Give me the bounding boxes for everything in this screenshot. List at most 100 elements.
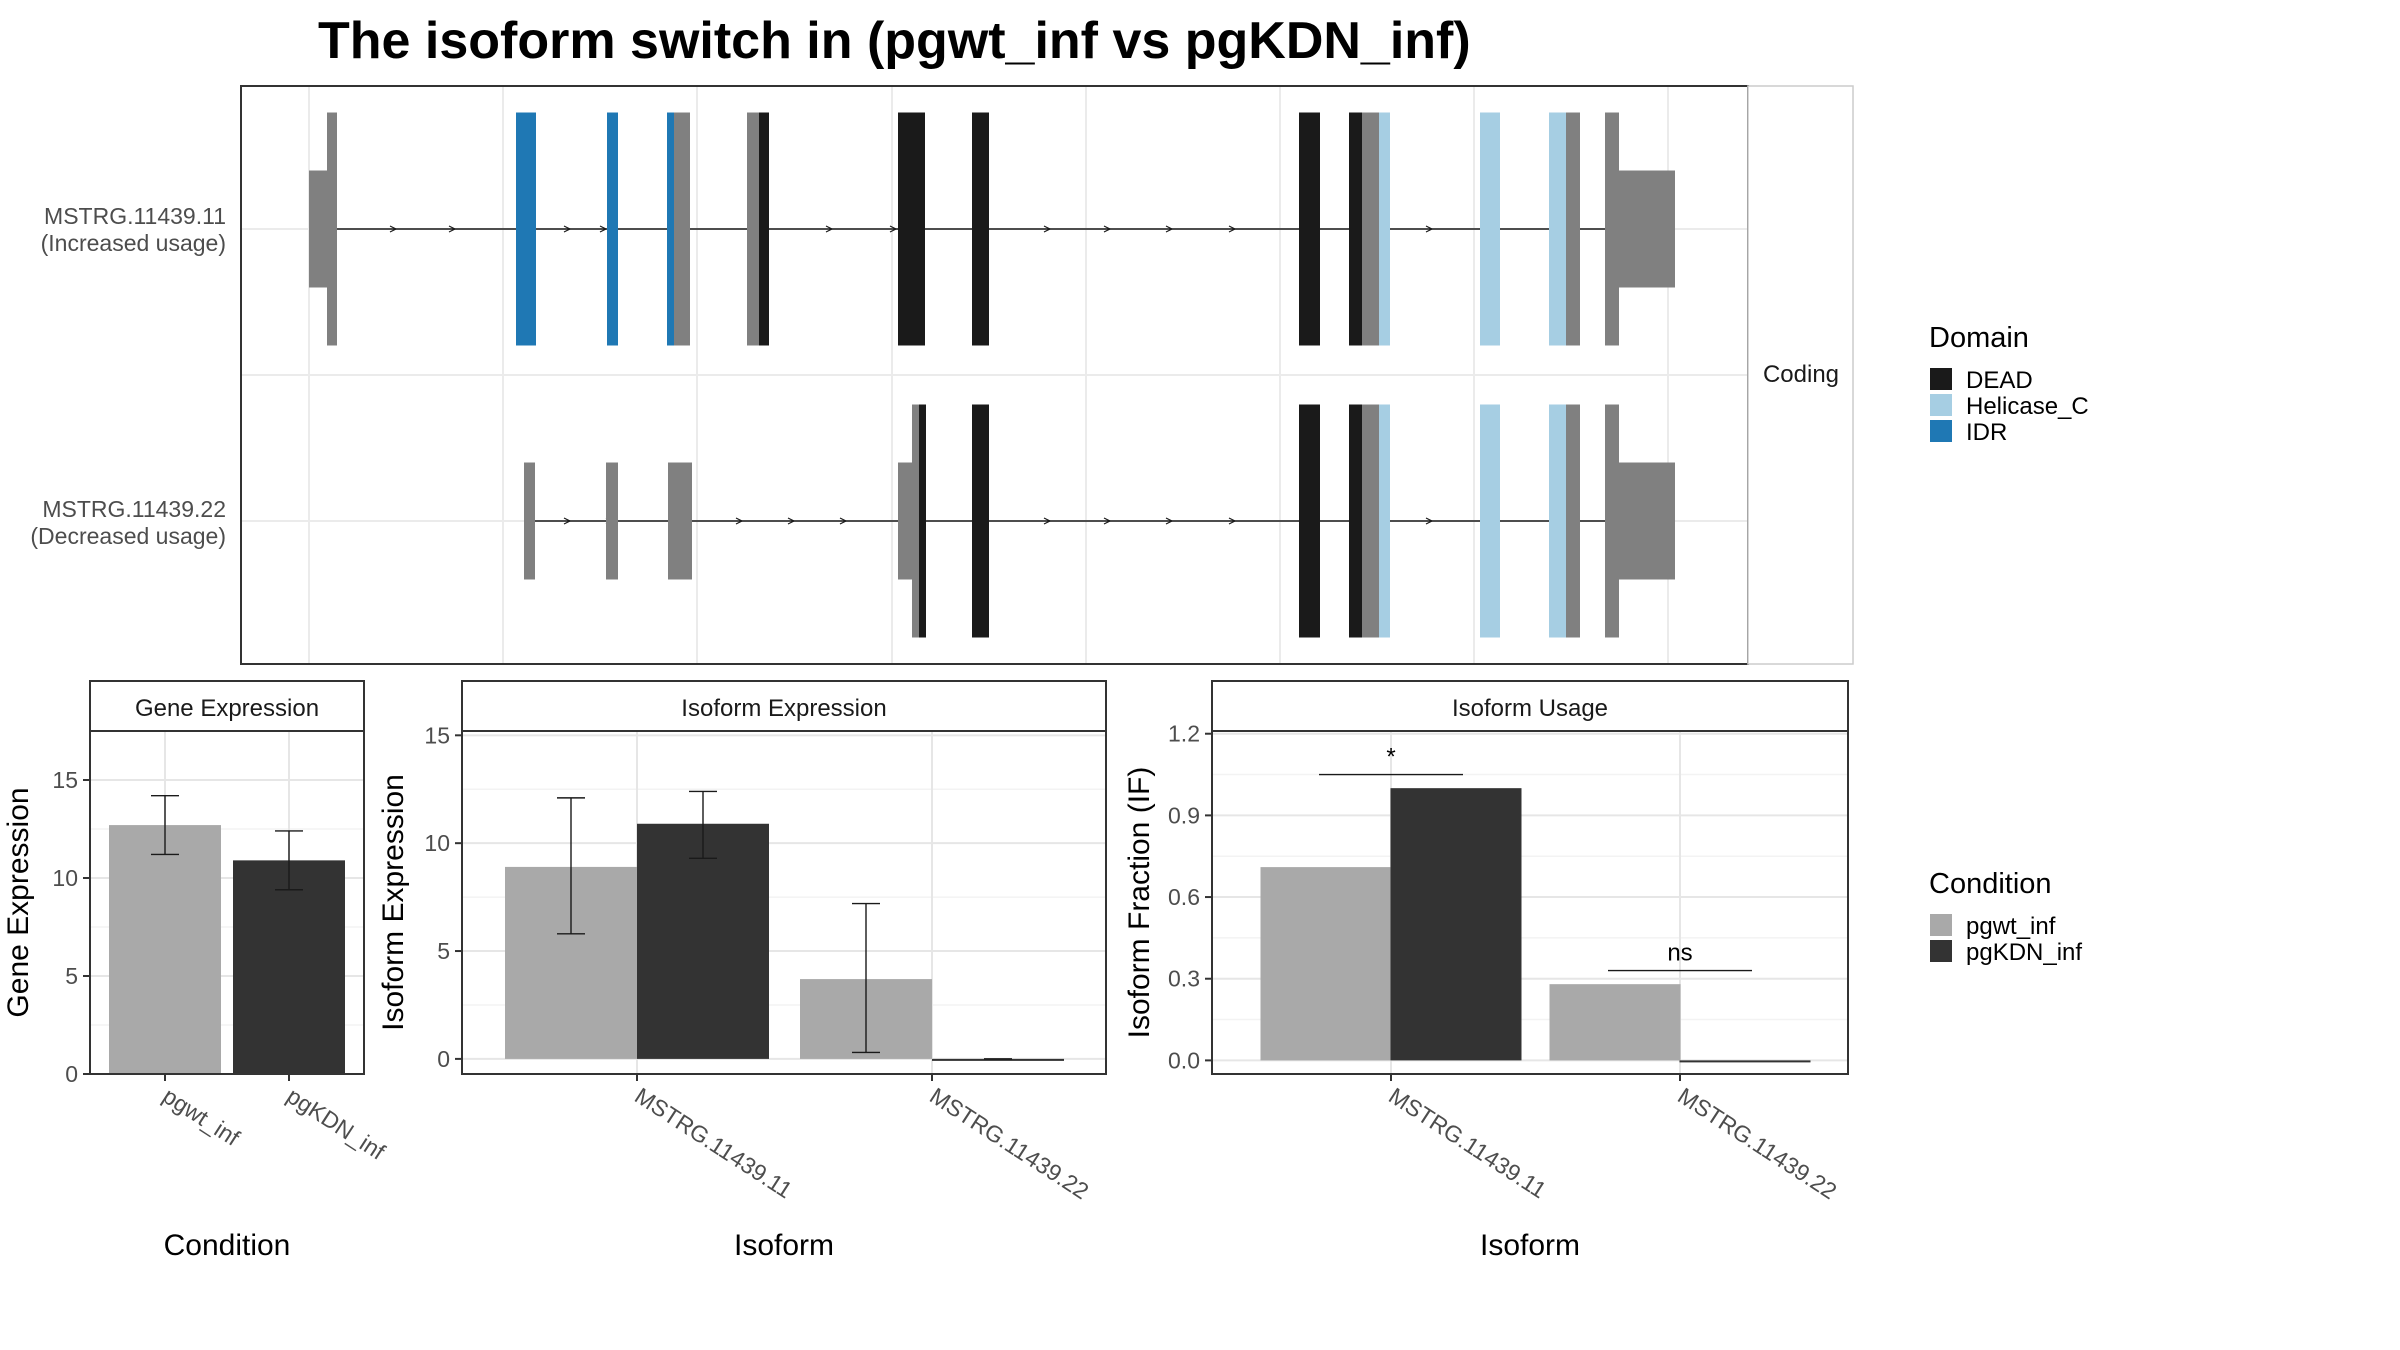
facet-strip-label: Isoform Expression <box>681 695 886 722</box>
transcript-panel: Coding MSTRG.11439.11 (Increased usage) … <box>30 85 1854 665</box>
transcript-2-exon <box>1566 404 1580 638</box>
transcript-1-exon <box>516 112 536 346</box>
legend-swatch-pgkdn-inf <box>1930 940 1952 962</box>
transcript-1-strand-arrow <box>389 225 398 233</box>
transcript-label-1-id: MSTRG.11439.11 <box>44 203 226 229</box>
bar <box>1260 867 1392 1061</box>
condition-legend-title: Condition <box>1929 868 2052 900</box>
transcript-label-2-usage: (Decreased usage) <box>30 523 226 549</box>
transcript-1-exon <box>1566 112 1580 346</box>
y-tick-label: 0.3 <box>1168 966 1200 992</box>
x-tick-label: pgKDN_inf <box>282 1082 390 1165</box>
chart-isoform-expression: 0 5 10 15 Isoform Expression MSTRG.11439.11 MS… <box>377 680 1107 1262</box>
legend-swatch-pgwt-inf <box>1930 914 1952 936</box>
transcript-2-exon <box>1349 404 1362 638</box>
x-tick-label: MSTRG.11439.22 <box>1673 1082 1841 1204</box>
y-tick-label: 15 <box>424 722 450 748</box>
transcript-1-exon <box>1619 170 1675 288</box>
domain-legend-title: Domain <box>1929 322 2029 354</box>
transcript-2-strand-arrow <box>1165 517 1174 525</box>
x-axis-title: Isoform <box>1480 1229 1580 1262</box>
transcript-1-strand-arrow <box>599 225 608 233</box>
transcript-1-exon <box>327 112 337 346</box>
transcript-2-exon <box>524 462 535 580</box>
transcript-2-exon <box>606 462 618 580</box>
x-tick-label: pgwt_inf <box>158 1082 245 1151</box>
y-tick-label: 0.6 <box>1168 884 1200 910</box>
x-axis-title: Isoform <box>734 1229 834 1262</box>
y-tick-label: 0 <box>437 1046 450 1072</box>
y-tick-label: 0.0 <box>1168 1047 1200 1073</box>
transcript-2-exon <box>1379 404 1390 638</box>
transcript-1-strand-arrow <box>563 225 572 233</box>
bar <box>109 825 221 1074</box>
y-axis-title: Isoform Fraction (IF) <box>1123 767 1156 1039</box>
transcript-2-exon <box>1619 462 1675 580</box>
transcript-1-strand-arrow <box>1165 225 1174 233</box>
bar <box>637 823 769 1059</box>
y-tick-label: 10 <box>52 865 78 891</box>
legend-label-dead: DEAD <box>1966 367 2033 394</box>
legend-label-idr: IDR <box>1966 419 2007 446</box>
y-tick-label: 15 <box>52 767 78 793</box>
y-tick-label: 10 <box>424 830 450 856</box>
transcript-1-exon <box>1299 112 1320 346</box>
y-axis-title: Isoform Expression <box>377 774 410 1031</box>
transcript-2-exon <box>1299 404 1320 638</box>
transcript-2-exon <box>1605 404 1619 638</box>
transcript-1-exon <box>1549 112 1566 346</box>
transcript-1-exon <box>1480 112 1500 346</box>
transcript-1-exon <box>1362 112 1379 346</box>
domain-legend: Domain DEAD Helicase_C IDR <box>1929 322 2089 446</box>
transcript-1-strand-arrow <box>889 225 898 233</box>
legend-swatch-dead <box>1930 368 1952 390</box>
transcript-label-2-id: MSTRG.11439.22 <box>42 496 226 522</box>
transcript-1-exon <box>1605 112 1619 346</box>
transcript-2-exon <box>1549 404 1566 638</box>
figure-title: The isoform switch in (pgwt_inf vs pgKDN… <box>318 12 1471 70</box>
transcript-2-strand-arrow <box>1425 517 1434 525</box>
transcript-1-strand-arrow <box>1228 225 1237 233</box>
legend-swatch-helicase-c <box>1930 394 1952 416</box>
expression-charts: 0 5 10 15 Gene Expression pgwt_inf pgKDN_inf Co… <box>2 680 1849 1262</box>
transcript-1-strand-arrow <box>1425 225 1434 233</box>
bar <box>1549 984 1681 1061</box>
transcript-2-exon <box>1362 404 1379 638</box>
transcript-2-strand-arrow <box>1228 517 1237 525</box>
transcript-2-exon <box>972 404 989 638</box>
coding-strip-label: Coding <box>1763 361 1839 388</box>
transcript-2-strand-arrow <box>839 517 848 525</box>
legend-swatch-idr <box>1930 420 1952 442</box>
transcript-2-exon <box>912 404 919 638</box>
y-tick-label: 1.2 <box>1168 721 1200 747</box>
y-tick-label: 0.9 <box>1168 802 1200 828</box>
transcript-1-strand-arrow <box>1043 225 1052 233</box>
legend-label-pgkdn-inf: pgKDN_inf <box>1966 939 2082 966</box>
legend-label-pgwt-inf: pgwt_inf <box>1966 913 2056 940</box>
transcript-1-exon <box>972 112 989 346</box>
transcript-2-strand-arrow <box>787 517 796 525</box>
x-tick-label: MSTRG.11439.11 <box>630 1082 797 1203</box>
bar <box>1679 1060 1811 1063</box>
bar <box>1390 788 1522 1061</box>
facet-strip-label: Gene Expression <box>135 695 319 722</box>
condition-legend: Condition pgwt_inf pgKDN_inf <box>1929 868 2082 966</box>
y-tick-label: 5 <box>65 963 78 989</box>
transcript-2-exon <box>1480 404 1500 638</box>
transcript-1-exon <box>309 170 329 288</box>
facet-strip-label: Isoform Usage <box>1452 695 1608 722</box>
chart-gene-expression: 0 5 10 15 Gene Expression pgwt_inf pgKDN_inf Co… <box>2 680 390 1262</box>
x-tick-label: MSTRG.11439.11 <box>1384 1082 1551 1203</box>
transcript-2-strand-arrow <box>735 517 744 525</box>
transcript-1-exon <box>667 112 674 346</box>
transcript-2-exon <box>919 404 926 638</box>
legend-label-helicase-c: Helicase_C <box>1966 393 2089 420</box>
facet-strip <box>1211 680 1849 732</box>
facet-strip <box>461 680 1107 732</box>
y-tick-label: 0 <box>65 1061 78 1087</box>
transcript-1-exon <box>1349 112 1362 346</box>
transcript-2-exon <box>668 462 692 580</box>
transcript-1-exon <box>607 112 618 346</box>
y-axis-title: Gene Expression <box>2 787 35 1017</box>
